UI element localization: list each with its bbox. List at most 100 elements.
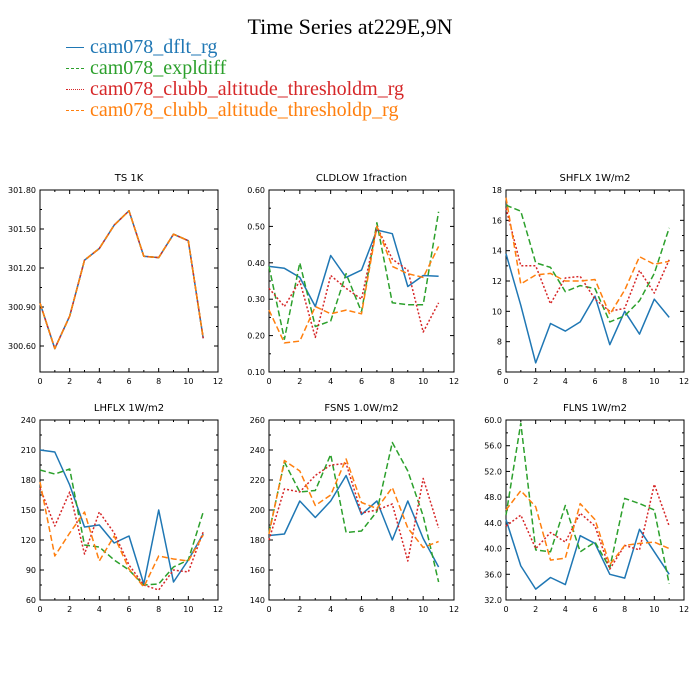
panel-title: FSNS 1.0W/m2 [324, 403, 398, 414]
series-line-lhflx-0 [39, 449, 204, 585]
y-tick-label: 0.30 [247, 295, 265, 304]
x-tick-label: 12 [449, 377, 459, 386]
y-tick-label: 300.90 [8, 303, 36, 312]
x-tick-label: 8 [622, 377, 627, 386]
y-tick-label: 300.60 [8, 342, 36, 351]
plot-frame [505, 419, 685, 601]
x-tick-label: 6 [359, 377, 364, 386]
panel-title: TS 1K [114, 173, 144, 184]
y-tick-label: 301.50 [8, 225, 36, 234]
series-line-lhflx-3 [39, 481, 204, 588]
panel-title: LHFLX 1W/m2 [94, 403, 164, 414]
legend-label-expldiff: cam078_expldiff [90, 57, 227, 79]
panel-ts: TS 1K 0 2 4 6 8 10 12 300.60 300.90 301.20 301.50 30… [8, 173, 223, 386]
x-tick-label: 2 [67, 605, 72, 614]
series-line-cldlow-1 [268, 211, 440, 340]
y-tick-label: 120 [21, 536, 36, 545]
panel-lhflx: LHFLX 1W/m2 0 2 4 6 8 10 12 60 90 120 150 180 210 240 [21, 403, 223, 614]
figure-title: Time Series at229E,9N [247, 14, 453, 39]
x-tick-label: 6 [126, 605, 131, 614]
series-line-shflx-2 [505, 208, 670, 313]
x-tick-label: 8 [390, 377, 395, 386]
x-tick-label: 6 [592, 377, 597, 386]
legend-swatch-dflt [66, 47, 84, 48]
x-tick-label: 2 [297, 377, 302, 386]
y-tick-label: 140 [250, 596, 265, 605]
series-line-fsns-1 [268, 441, 440, 583]
legend-label-thresholdp: cam078_clubb_altitude_thresholdp_rg [90, 99, 399, 121]
x-tick-label: 12 [449, 605, 459, 614]
y-tick-label: 10 [492, 307, 502, 316]
x-tick-label: 2 [67, 377, 72, 386]
y-tick-label: 0.40 [247, 259, 265, 268]
series-line-flns-2 [505, 483, 670, 570]
y-tick-label: 12 [492, 277, 502, 286]
x-tick-label: 10 [418, 605, 428, 614]
y-tick-label: 301.20 [8, 264, 36, 273]
x-tick-label: 10 [649, 605, 659, 614]
series-line-flns-1 [505, 422, 670, 585]
series-line-ts-3 [39, 210, 204, 350]
y-tick-label: 200 [250, 506, 265, 515]
x-tick-label: 2 [297, 605, 302, 614]
y-tick-label: 0.10 [247, 368, 265, 377]
y-tick-label: 56.0 [484, 442, 502, 451]
y-tick-label: 8 [497, 338, 502, 347]
y-tick-label: 150 [21, 506, 36, 515]
series-line-flns-3 [505, 489, 670, 566]
y-tick-label: 301.80 [8, 186, 36, 195]
y-tick-label: 210 [21, 446, 36, 455]
y-tick-label: 220 [250, 476, 265, 485]
x-tick-label: 2 [533, 377, 538, 386]
y-tick-label: 6 [497, 368, 502, 377]
x-tick-label: 2 [533, 605, 538, 614]
x-tick-label: 12 [679, 377, 689, 386]
x-tick-label: 4 [97, 605, 102, 614]
x-tick-label: 12 [213, 377, 223, 386]
y-tick-label: 180 [21, 476, 36, 485]
legend-swatch-thresholdm [66, 89, 84, 90]
x-tick-label: 4 [328, 605, 333, 614]
y-tick-label: 48.0 [484, 493, 502, 502]
series-line-shflx-3 [505, 197, 670, 316]
y-tick-label: 160 [250, 566, 265, 575]
panel-shflx: SHFLX 1W/m2 0 2 4 6 8 10 12 6 8 10 12 14 16 18 [492, 173, 689, 386]
x-tick-label: 10 [649, 377, 659, 386]
x-tick-label: 4 [563, 605, 568, 614]
x-tick-label: 6 [592, 605, 597, 614]
plot-frame [39, 419, 219, 601]
y-tick-label: 14 [492, 247, 502, 256]
y-tick-label: 40.0 [484, 545, 502, 554]
legend-label-dflt: cam078_dflt_rg [90, 36, 218, 58]
legend-label-thresholdm: cam078_clubb_altitude_thresholdm_rg [90, 78, 405, 100]
legend-swatch-thresholdp [66, 110, 84, 111]
x-tick-label: 0 [266, 605, 271, 614]
y-tick-label: 240 [250, 446, 265, 455]
x-tick-label: 8 [156, 605, 161, 614]
x-tick-label: 0 [37, 377, 42, 386]
x-tick-label: 0 [503, 377, 508, 386]
series-line-shflx-1 [505, 204, 670, 323]
y-tick-label: 60 [26, 596, 36, 605]
x-tick-label: 0 [503, 605, 508, 614]
y-tick-label: 16 [492, 216, 502, 225]
panel-fsns: FSNS 1.0W/m2 0 2 4 6 8 10 12 140 160 180 200 220 240 2… [250, 403, 459, 614]
plot-frame [268, 419, 455, 601]
panel-title: FLNS 1W/m2 [563, 403, 627, 414]
x-tick-label: 4 [328, 377, 333, 386]
y-tick-label: 0.20 [247, 332, 265, 341]
x-tick-label: 12 [213, 605, 223, 614]
y-tick-label: 36.0 [484, 570, 502, 579]
series-line-lhflx-1 [39, 468, 204, 586]
series-line-cldlow-0 [268, 229, 439, 308]
panel-cldlow: CLDLOW 1fraction 0 2 4 6 8 10 12 0.10 0.20 0.30 0.4… [247, 173, 459, 386]
x-tick-label: 0 [37, 605, 42, 614]
y-tick-label: 240 [21, 416, 36, 425]
y-tick-label: 0.50 [247, 222, 265, 231]
y-tick-label: 44.0 [484, 519, 502, 528]
panel-title: CLDLOW 1fraction [316, 173, 407, 184]
x-tick-label: 8 [390, 605, 395, 614]
legend-swatch-expldiff [66, 68, 84, 69]
x-tick-label: 8 [622, 605, 627, 614]
